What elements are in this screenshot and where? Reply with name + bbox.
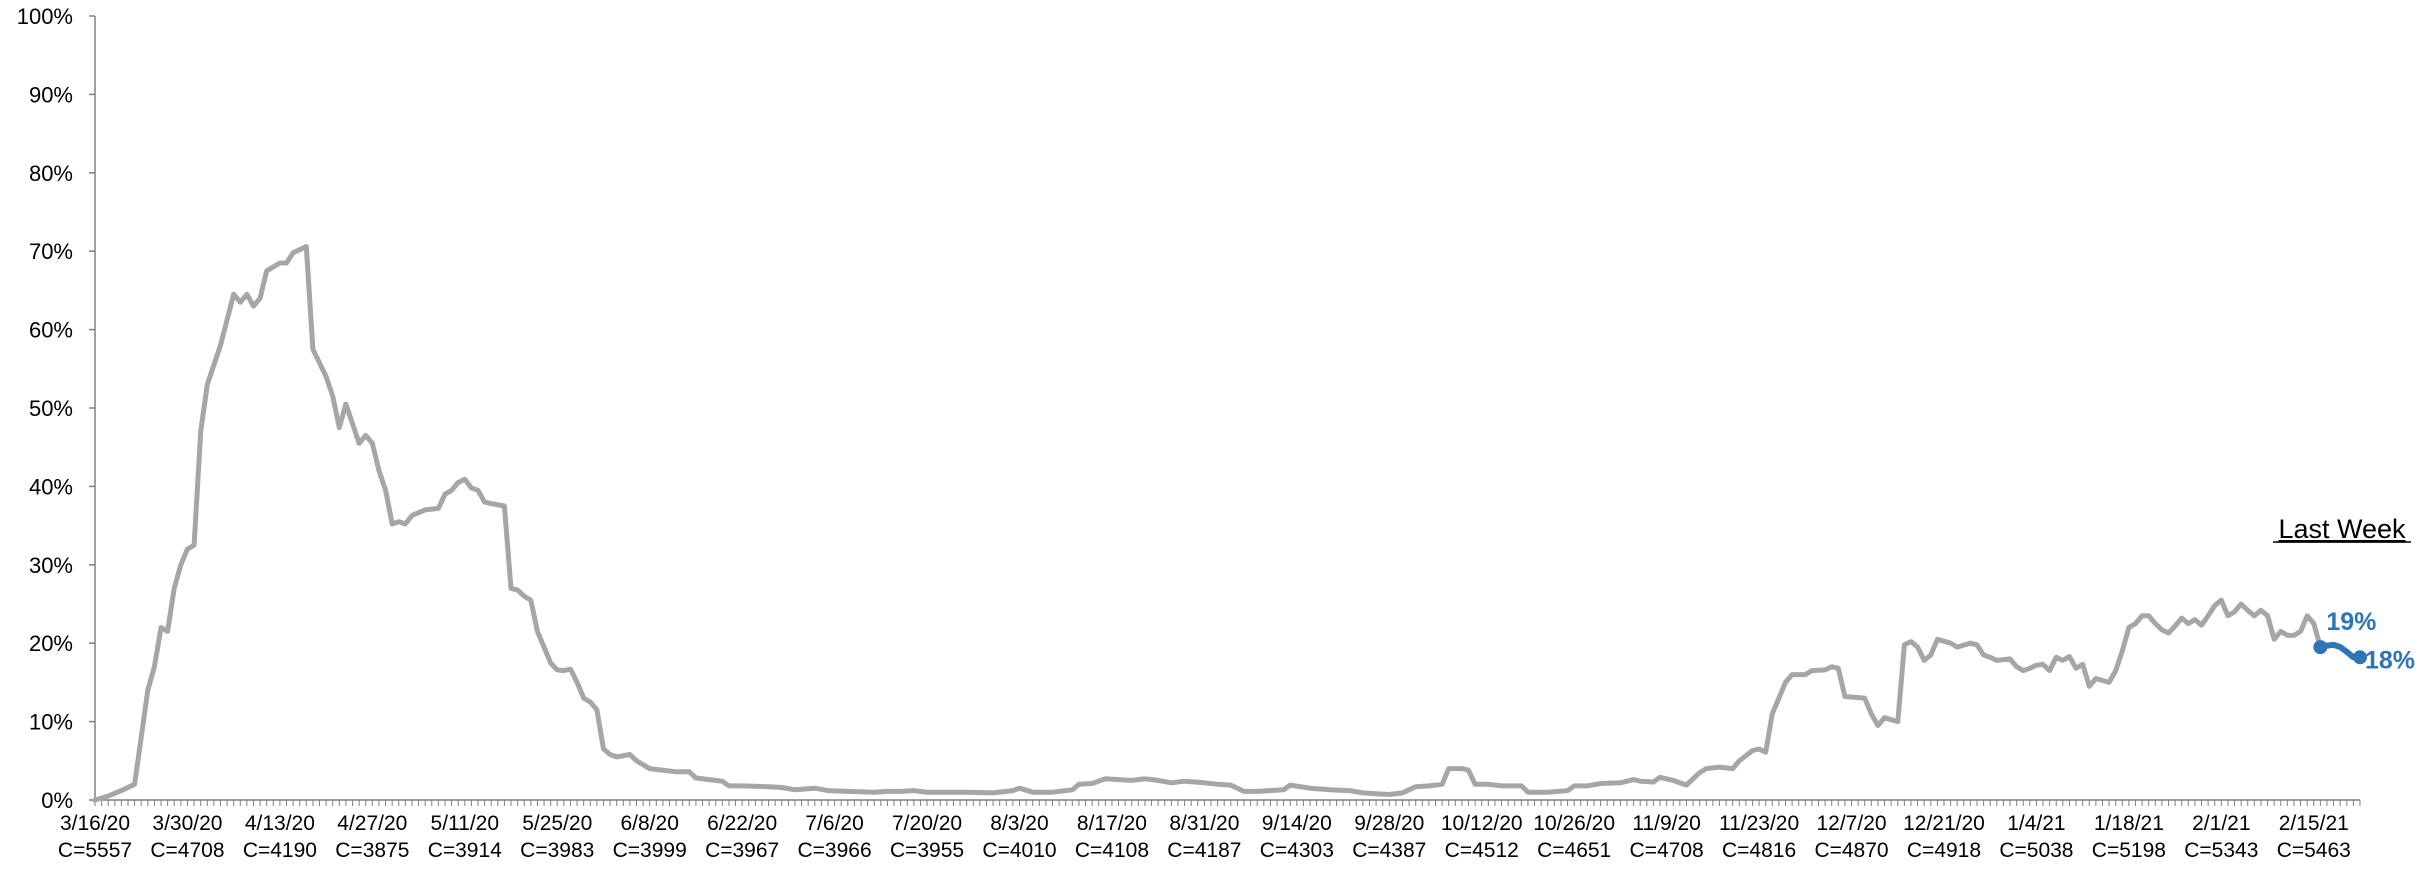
x-tick-date: 12/21/20 — [1903, 812, 1985, 835]
x-tick-date: 9/14/20 — [1262, 812, 1332, 835]
y-axis: 0% 10% 20% 30% 40% 50% 60% 70% 80% 90% 100% — [17, 4, 96, 813]
x-tick-date: 3/30/20 — [152, 812, 222, 835]
x-tick-count: C=5557 — [58, 839, 132, 862]
last-week-label: Last Week — [2278, 514, 2406, 544]
x-tick-count: C=3966 — [798, 839, 872, 862]
x-tick-date: 7/20/20 — [892, 812, 962, 835]
x-tick-date: 4/27/20 — [337, 812, 407, 835]
x-tick-date: 2/1/21 — [2192, 812, 2250, 835]
x-tick-count: C=4918 — [1907, 839, 1981, 862]
series-line-0 — [92, 244, 2323, 803]
x-tick-date: 5/11/20 — [431, 812, 500, 835]
y-tick-label: 40% — [29, 474, 73, 499]
x-tick-date: 3/16/20 — [60, 812, 130, 835]
y-tick-label: 0% — [41, 788, 73, 813]
x-tick-date: 1/4/21 — [2007, 812, 2065, 835]
x-tick-count: C=4816 — [1722, 839, 1796, 862]
x-tick-date: 8/3/20 — [990, 812, 1048, 835]
x-axis: 3/16/20 C=5557 3/30/20 C=4708 4/13/20 C=4190 4… — [58, 799, 2361, 862]
last-week-start-label: 19% — [2326, 608, 2376, 636]
x-tick-date: 6/22/20 — [707, 812, 777, 835]
x-tick-count: C=4187 — [1167, 839, 1241, 862]
x-tick-count: C=5463 — [2277, 839, 2351, 862]
x-tick-count: C=4387 — [1352, 839, 1426, 862]
annotations: Last Week 19% 18% — [2273, 514, 2415, 674]
x-tick-date: 9/28/20 — [1354, 812, 1424, 835]
x-tick-count: C=4870 — [1814, 839, 1888, 862]
x-tick-date: 11/9/20 — [1632, 812, 1701, 835]
y-tick-label: 90% — [29, 82, 73, 107]
x-tick-count: C=4708 — [1630, 839, 1704, 862]
x-tick-date: 2/15/21 — [2279, 812, 2349, 835]
last-week-end-label: 18% — [2365, 646, 2415, 674]
x-tick-date: 1/18/21 — [2094, 812, 2164, 835]
x-tick-count: C=4512 — [1445, 839, 1519, 862]
y-tick-label: 60% — [29, 318, 73, 343]
x-tick-count: C=4010 — [982, 839, 1056, 862]
x-tick-date: 8/17/20 — [1077, 812, 1147, 835]
x-tick-date: 10/12/20 — [1441, 812, 1523, 835]
last-week-start-marker — [2313, 640, 2328, 655]
x-tick-count: C=3955 — [890, 839, 964, 862]
x-tick-date: 12/7/20 — [1816, 812, 1886, 835]
x-tick-date: 10/26/20 — [1533, 812, 1615, 835]
y-tick-label: 10% — [29, 710, 73, 735]
x-tick-date: 8/31/20 — [1169, 812, 1239, 835]
x-tick-count: C=3967 — [705, 839, 779, 862]
x-tick-date: 11/23/20 — [1719, 812, 1799, 835]
x-tick-count: C=4108 — [1075, 839, 1149, 862]
last-week-end-marker — [2353, 650, 2367, 665]
y-tick-label: 30% — [29, 553, 73, 578]
x-tick-count: C=4303 — [1260, 839, 1334, 862]
y-tick-label: 20% — [29, 631, 73, 656]
x-tick-date: 7/6/20 — [805, 812, 863, 835]
x-tick-count: C=3999 — [613, 839, 687, 862]
y-tick-label: 80% — [29, 161, 73, 186]
y-tick-label: 100% — [17, 4, 73, 29]
x-tick-count: C=4708 — [150, 839, 224, 862]
y-tick-label: 70% — [29, 239, 73, 264]
series-lines — [92, 244, 2363, 803]
x-tick-count: C=4190 — [243, 839, 317, 862]
x-tick-count: C=5198 — [2092, 839, 2166, 862]
x-tick-count: C=4651 — [1537, 839, 1611, 862]
x-tick-count: C=3983 — [520, 839, 594, 862]
x-tick-date: 4/13/20 — [245, 812, 315, 835]
x-tick-count: C=3914 — [428, 839, 502, 862]
x-tick-count: C=5038 — [1999, 839, 2073, 862]
y-tick-label: 50% — [29, 396, 73, 421]
x-tick-count: C=3875 — [335, 839, 409, 862]
x-tick-date: 6/8/20 — [620, 812, 678, 835]
x-tick-count: C=5343 — [2184, 839, 2258, 862]
x-tick-date: 5/25/20 — [522, 812, 592, 835]
